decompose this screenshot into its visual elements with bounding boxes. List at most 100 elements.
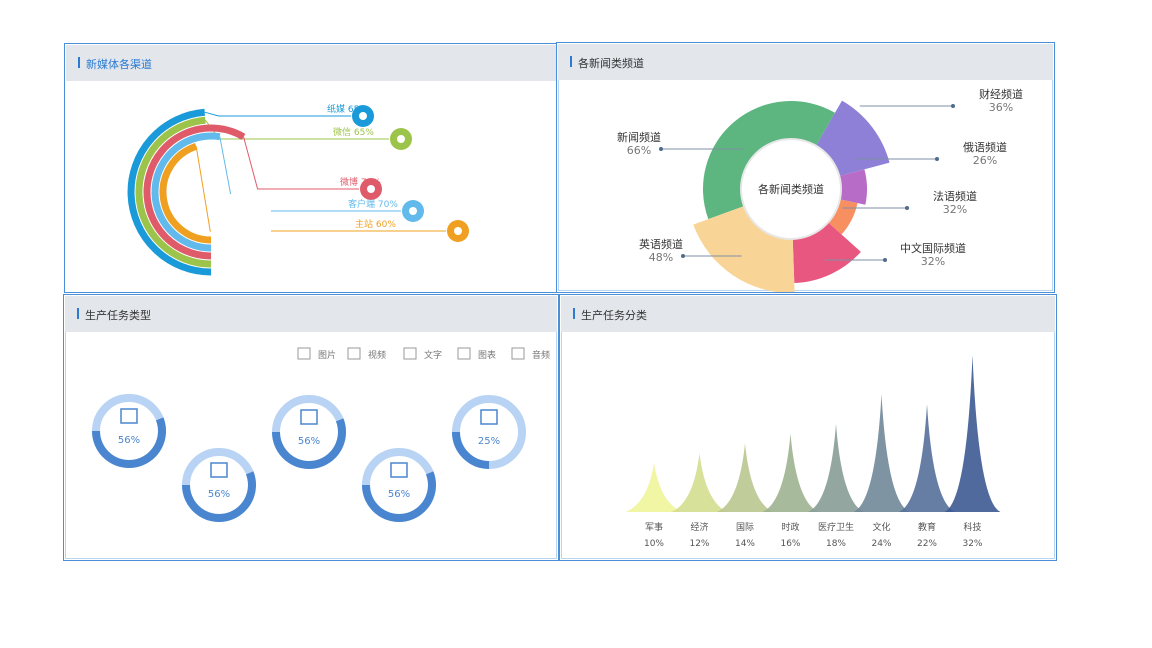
spike-bar-医疗卫生 bbox=[808, 423, 864, 512]
panel-task-types: 生产任务类型 图片 视频 文字 图表 音频 56% 56% 56% 56% 25% bbox=[63, 294, 559, 561]
leader-dot bbox=[905, 206, 909, 210]
table-icon bbox=[457, 347, 471, 360]
radial-bar-主站 bbox=[159, 143, 212, 244]
legend-label: 视频 bbox=[368, 349, 386, 361]
document-icon-glyph bbox=[359, 112, 367, 120]
series-label: 客户端 70% bbox=[348, 198, 398, 210]
pie-center bbox=[740, 138, 842, 240]
text-icon bbox=[403, 347, 417, 360]
leader-dot bbox=[883, 258, 887, 262]
value-label: 12% bbox=[689, 539, 709, 549]
panel-title: 各新闻类频道 bbox=[570, 55, 644, 71]
spike-bar-时政 bbox=[762, 433, 819, 512]
pie-slice-中文国际频道 bbox=[792, 222, 861, 283]
slice-name-label: 中文国际频道 bbox=[900, 241, 966, 255]
mask-block bbox=[211, 194, 271, 284]
spike-bar-教育 bbox=[899, 404, 955, 512]
ring-fill-图片 bbox=[92, 417, 166, 468]
radial-bar-微信 bbox=[135, 116, 212, 268]
value-label: 24% bbox=[871, 539, 891, 549]
panel-title: 生产任务分类 bbox=[573, 307, 647, 323]
ring-fill-图表 bbox=[362, 471, 436, 522]
ring-fill-音频 bbox=[452, 431, 490, 469]
leader-dot bbox=[935, 157, 939, 161]
value-label: 22% bbox=[917, 539, 937, 549]
leader-dot bbox=[681, 254, 685, 258]
panel-header: 新媒体各渠道 bbox=[66, 45, 558, 81]
slice-name-label: 俄语频道 bbox=[963, 140, 1007, 154]
task-type-rings-chart: 图片 视频 文字 图表 音频 56% 56% 56% 56% 25% bbox=[92, 347, 550, 522]
spike-bar-经济 bbox=[671, 453, 728, 512]
value-label: 32% bbox=[962, 539, 982, 549]
leader-dot bbox=[659, 147, 663, 151]
radial-bar-微博 bbox=[143, 124, 246, 260]
slice-value-label: 36% bbox=[989, 101, 1013, 114]
ring-value-label: 56% bbox=[208, 489, 230, 500]
text-icon bbox=[300, 409, 318, 425]
spike-bar-国际 bbox=[717, 443, 773, 512]
radial-bar-客户端 bbox=[151, 132, 221, 252]
category-label: 科技 bbox=[963, 521, 981, 533]
category-label: 军事 bbox=[645, 521, 663, 533]
category-label: 时政 bbox=[781, 521, 799, 533]
legend-label: 图片 bbox=[318, 349, 336, 361]
legend-label: 音频 bbox=[532, 349, 550, 361]
audio-icon bbox=[480, 409, 498, 425]
weibo-icon-glyph bbox=[367, 185, 375, 193]
wechat-icon-glyph bbox=[397, 135, 405, 143]
panel-task-categories: 生产任务分类 军事 10% 经济 12% 国际 14% 时政 16% 医疗卫生 18% 文化 24% 教… bbox=[559, 294, 1057, 561]
value-label: 14% bbox=[735, 539, 755, 549]
legend-label: 图表 bbox=[478, 349, 496, 361]
pie-slice-英语频道 bbox=[693, 206, 795, 292]
spike-bar-文化 bbox=[853, 394, 910, 512]
connector-line bbox=[204, 111, 351, 117]
home-icon-glyph bbox=[454, 227, 462, 235]
ring-value-label: 56% bbox=[388, 489, 410, 500]
pie-center-label: 各新闻类频道 bbox=[758, 182, 824, 196]
category-label: 教育 bbox=[918, 521, 936, 533]
slice-value-label: 32% bbox=[921, 255, 945, 268]
slice-name-label: 法语频道 bbox=[933, 189, 977, 203]
image-icon bbox=[120, 408, 138, 424]
image-icon bbox=[297, 347, 311, 360]
spike-bar-科技 bbox=[944, 355, 1001, 512]
panel-title: 生产任务类型 bbox=[77, 307, 151, 323]
slice-name-label: 新闻频道 bbox=[617, 130, 661, 144]
connector-line bbox=[195, 146, 446, 232]
panel-news-channels: 各新闻类频道 各新闻类频道 新闻频道 66% 财经频道 36% 俄语频道 26% 法语频道 32… bbox=[556, 42, 1055, 293]
series-label: 主站 60% bbox=[355, 218, 396, 230]
panel-header: 生产任务类型 bbox=[65, 296, 557, 332]
audio-icon bbox=[511, 347, 525, 360]
category-label: 国际 bbox=[736, 522, 754, 533]
panel-title: 新媒体各渠道 bbox=[78, 56, 152, 72]
slice-value-label: 26% bbox=[973, 154, 997, 167]
connector-line bbox=[243, 136, 359, 190]
slice-value-label: 32% bbox=[943, 203, 967, 216]
slice-value-label: 66% bbox=[627, 144, 651, 157]
slice-name-label: 财经频道 bbox=[979, 87, 1023, 101]
slice-name-label: 英语频道 bbox=[639, 237, 683, 251]
pie-slice-财经频道 bbox=[816, 100, 890, 177]
task-category-spike-chart: 军事 10% 经济 12% 国际 14% 时政 16% 医疗卫生 18% 文化 24% 教育 22% 科技 3… bbox=[626, 355, 1001, 549]
radial-bar-纸媒 bbox=[127, 108, 212, 276]
value-label: 10% bbox=[644, 539, 664, 549]
panel-header: 各新闻类频道 bbox=[558, 44, 1053, 80]
category-label: 经济 bbox=[690, 521, 708, 533]
spike-bar-军事 bbox=[626, 462, 682, 512]
slice-value-label: 48% bbox=[649, 251, 673, 264]
new-media-radial-chart: 纸媒 65%微信 65%微博 78%客户端 70%主站 60% bbox=[127, 103, 469, 284]
ring-value-label: 56% bbox=[298, 436, 320, 447]
mobile-client-icon-glyph bbox=[409, 207, 417, 215]
pie-slice-新闻频道 bbox=[703, 100, 835, 220]
value-label: 18% bbox=[826, 539, 846, 549]
pie-slice-俄语频道 bbox=[839, 169, 867, 205]
news-channel-pie-chart: 各新闻类频道新闻频道66%财经频道36%俄语频道26%法语频道32%中文国际频道… bbox=[617, 87, 1023, 292]
category-label: 文化 bbox=[872, 521, 890, 533]
table-icon bbox=[390, 462, 408, 478]
video-icon bbox=[347, 347, 361, 360]
category-label: 医疗卫生 bbox=[818, 521, 854, 533]
ring-value-label: 25% bbox=[478, 436, 500, 447]
leader-dot bbox=[951, 104, 955, 108]
series-label: 微信 65% bbox=[333, 126, 374, 138]
ring-fill-文字 bbox=[272, 418, 346, 469]
